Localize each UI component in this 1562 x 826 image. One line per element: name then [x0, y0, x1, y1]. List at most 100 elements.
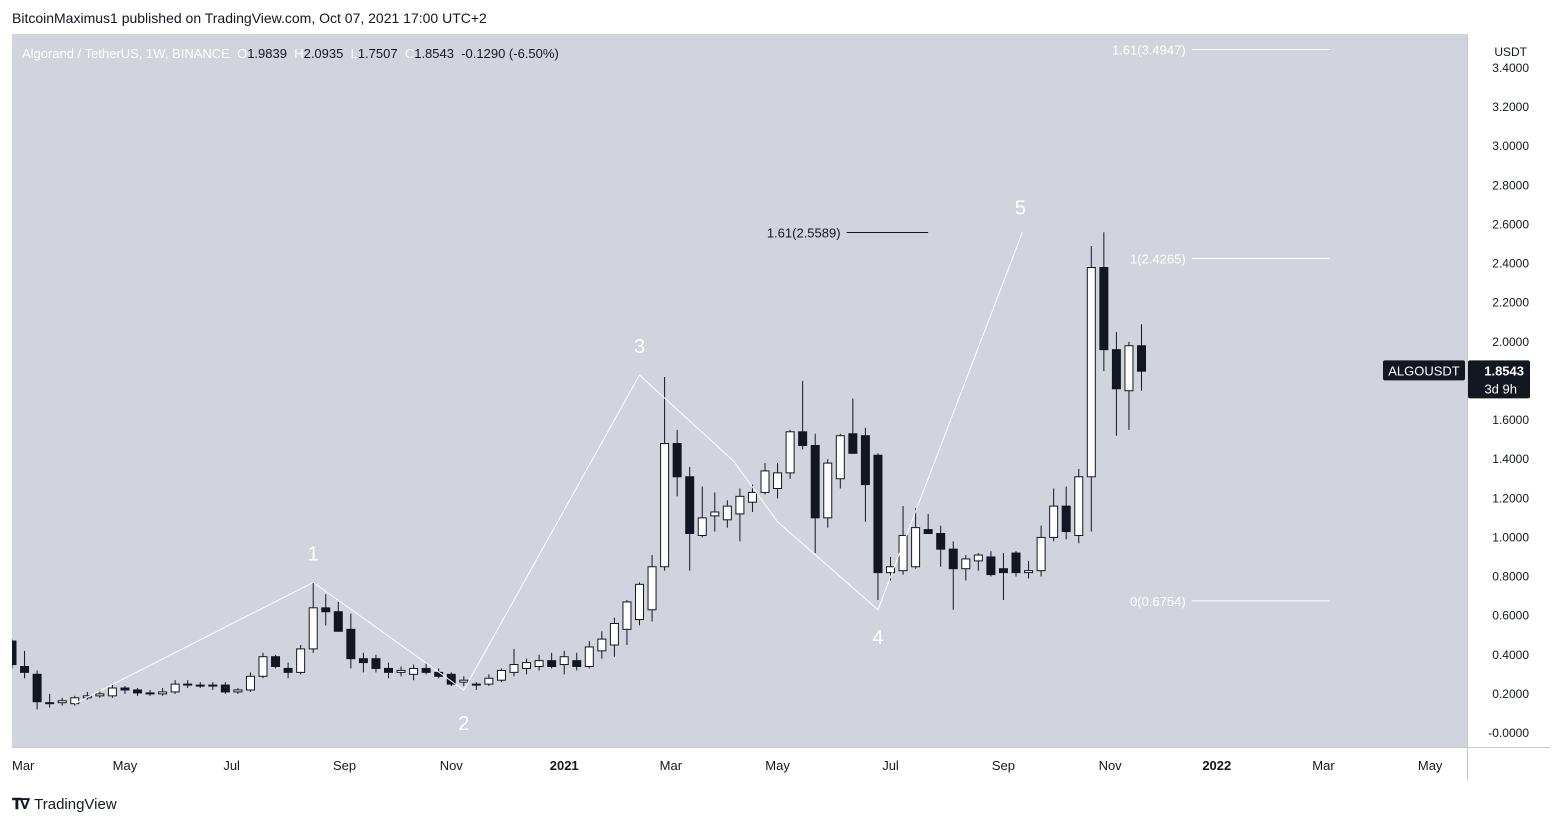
- candle[interactable]: [1137, 324, 1146, 391]
- candle[interactable]: [823, 459, 833, 528]
- candle[interactable]: [496, 668, 506, 683]
- candle[interactable]: [660, 377, 670, 571]
- candle[interactable]: [760, 463, 770, 495]
- candle[interactable]: [421, 662, 431, 675]
- candle[interactable]: [1024, 560, 1034, 579]
- candle[interactable]: [572, 652, 582, 671]
- candle[interactable]: [1061, 486, 1071, 540]
- footer-brand[interactable]: TradingView: [34, 795, 117, 813]
- elliott-wave-line[interactable]: [74, 232, 1023, 705]
- candle[interactable]: [747, 484, 757, 512]
- candle[interactable]: [584, 641, 594, 669]
- candle[interactable]: [409, 664, 419, 681]
- candle[interactable]: [45, 693, 55, 708]
- candle[interactable]: [597, 631, 607, 659]
- candle[interactable]: [973, 553, 983, 571]
- candle[interactable]: [120, 686, 130, 694]
- candle[interactable]: [798, 380, 808, 450]
- candle[interactable]: [333, 601, 343, 632]
- candle[interactable]: [158, 688, 168, 696]
- candle[interactable]: [70, 695, 80, 706]
- candle[interactable]: [848, 398, 858, 454]
- candle[interactable]: [358, 652, 368, 673]
- candle-body: [1074, 476, 1084, 536]
- tradingview-logo-icon[interactable]: 𝐓∇: [12, 795, 30, 813]
- candle[interactable]: [923, 513, 933, 534]
- candle[interactable]: [722, 500, 732, 528]
- candle[interactable]: [346, 613, 356, 669]
- price-label-box[interactable]: [1468, 360, 1530, 399]
- candle[interactable]: [534, 654, 544, 671]
- candle[interactable]: [1049, 488, 1059, 542]
- candle[interactable]: [559, 650, 569, 675]
- candle[interactable]: [471, 682, 481, 690]
- candle[interactable]: [308, 582, 318, 653]
- candle[interactable]: [321, 594, 331, 626]
- candle[interactable]: [911, 508, 921, 569]
- candle-body: [145, 692, 155, 695]
- candle[interactable]: [710, 492, 720, 532]
- candle[interactable]: [145, 689, 155, 696]
- candle[interactable]: [622, 600, 632, 645]
- candle[interactable]: [32, 670, 42, 710]
- candle[interactable]: [509, 648, 519, 677]
- candle[interactable]: [672, 429, 682, 497]
- candle[interactable]: [245, 672, 255, 692]
- candle[interactable]: [271, 654, 281, 669]
- candle[interactable]: [647, 555, 657, 622]
- candle[interactable]: [773, 463, 783, 499]
- candle[interactable]: [233, 688, 243, 694]
- candle[interactable]: [936, 525, 946, 567]
- candle[interactable]: [208, 682, 218, 690]
- candle[interactable]: [961, 555, 971, 581]
- candle[interactable]: [697, 486, 707, 538]
- candle[interactable]: [371, 654, 381, 673]
- candle[interactable]: [283, 662, 293, 679]
- candle[interactable]: [835, 433, 845, 489]
- candle[interactable]: [685, 467, 695, 571]
- candle[interactable]: [986, 551, 996, 577]
- candle[interactable]: [635, 582, 644, 626]
- candle[interactable]: [12, 639, 17, 669]
- candle[interactable]: [873, 453, 883, 600]
- candle[interactable]: [810, 433, 820, 554]
- candle[interactable]: [898, 506, 908, 575]
- candle[interactable]: [948, 541, 958, 610]
- candle[interactable]: [170, 680, 180, 694]
- candle[interactable]: [195, 682, 205, 689]
- candle[interactable]: [484, 674, 494, 687]
- candle[interactable]: [735, 488, 745, 542]
- candle[interactable]: [220, 682, 230, 694]
- candle[interactable]: [296, 644, 306, 675]
- candle[interactable]: [1074, 468, 1084, 544]
- symbol-label-box[interactable]: [1383, 360, 1465, 381]
- price-chart[interactable]: USDT 3.4000 3.2000 3.0000 2.8000 2.6000 2.4000…: [12, 34, 1550, 781]
- candle[interactable]: [459, 676, 469, 687]
- candle[interactable]: [1124, 341, 1134, 430]
- candle[interactable]: [1036, 525, 1046, 577]
- candle[interactable]: [522, 658, 532, 675]
- candle[interactable]: [258, 652, 268, 679]
- price-axis[interactable]: [1467, 34, 1550, 781]
- candle[interactable]: [1086, 245, 1096, 532]
- candle-body: [1011, 552, 1021, 574]
- candle[interactable]: [547, 652, 557, 669]
- candle[interactable]: [1099, 232, 1109, 372]
- candle[interactable]: [785, 429, 795, 479]
- candle[interactable]: [998, 553, 1008, 600]
- candle[interactable]: [20, 650, 30, 679]
- plot-area[interactable]: [12, 34, 1467, 747]
- candle[interactable]: [107, 684, 117, 698]
- candle[interactable]: [446, 672, 456, 687]
- candle[interactable]: [609, 617, 619, 657]
- candle[interactable]: [396, 666, 406, 677]
- candle[interactable]: [1111, 332, 1121, 436]
- candle-body: [710, 511, 720, 517]
- candle[interactable]: [133, 688, 142, 696]
- candle[interactable]: [1011, 551, 1021, 577]
- candle[interactable]: [57, 697, 67, 706]
- candle[interactable]: [183, 680, 193, 689]
- time-axis[interactable]: [12, 747, 1467, 781]
- candle[interactable]: [860, 427, 870, 522]
- candle[interactable]: [384, 662, 393, 679]
